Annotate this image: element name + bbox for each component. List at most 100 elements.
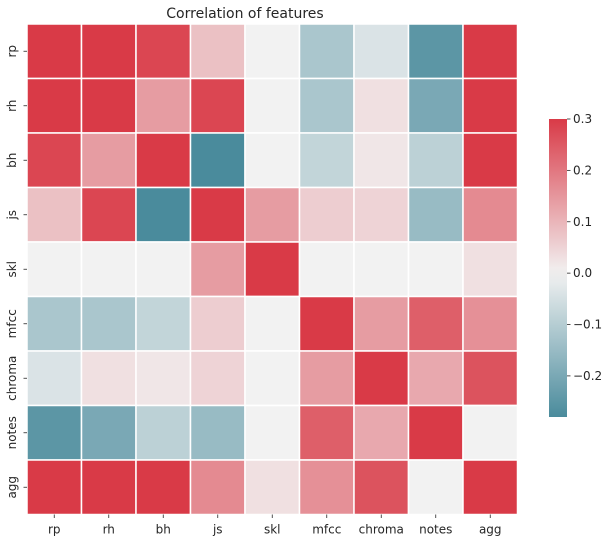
x-tick-label-skl: skl xyxy=(264,523,281,537)
heatmap-cell-notes-bh xyxy=(135,404,192,461)
colorbar-gradient xyxy=(549,119,567,417)
heatmap-cell-agg-rp xyxy=(26,459,83,516)
heatmap-cell-mfcc-js xyxy=(189,295,246,352)
heatmap-cell-notes-rh xyxy=(80,404,137,461)
heatmap-cell-mfcc-chroma xyxy=(353,295,410,352)
heatmap-cell-rp-mfcc xyxy=(298,23,355,80)
heatmap-cell-rp-bh xyxy=(135,23,192,80)
heatmap-cell-skl-rh xyxy=(80,241,137,298)
heatmap-cell-chroma-mfcc xyxy=(298,350,355,407)
x-tick-label-notes: notes xyxy=(419,523,452,537)
heatmap-cell-agg-chroma xyxy=(353,459,410,516)
heatmap-cell-mfcc-notes xyxy=(407,295,464,352)
heatmap-cell-bh-bh xyxy=(135,132,192,189)
heatmap-cell-agg-rh xyxy=(80,459,137,516)
heatmap-cell-bh-agg xyxy=(462,132,519,189)
heatmap-cell-skl-bh xyxy=(135,241,192,298)
heatmap-cells xyxy=(26,23,519,516)
heatmap-cell-chroma-chroma xyxy=(353,350,410,407)
heatmap-cell-bh-skl xyxy=(244,132,301,189)
heatmap-cell-rp-agg xyxy=(462,23,519,80)
y-tick-label-js: js xyxy=(5,210,19,221)
heatmap-cell-rh-rh xyxy=(80,77,137,134)
heatmap-cell-mfcc-bh xyxy=(135,295,192,352)
colorbar-tick-label: 0.1 xyxy=(573,215,592,229)
heatmap-cell-bh-rp xyxy=(26,132,83,189)
y-tick-label-chroma: chroma xyxy=(5,356,19,401)
colorbar-tick-label: −0.2 xyxy=(573,369,602,383)
heatmap-cell-chroma-js xyxy=(189,350,246,407)
colorbar-tick-label: 0.2 xyxy=(573,163,592,177)
heatmap-cell-rp-skl xyxy=(244,23,301,80)
y-axis-ticks: rp rh bh js skl mfcc chroma notes agg xyxy=(5,45,27,499)
heatmap-cell-js-rh xyxy=(80,186,137,243)
heatmap-cell-rp-rp xyxy=(26,23,83,80)
heatmap-cell-rp-notes xyxy=(407,23,464,80)
heatmap-cell-chroma-skl xyxy=(244,350,301,407)
heatmap-cell-notes-js xyxy=(189,404,246,461)
heatmap-cell-skl-notes xyxy=(407,241,464,298)
heatmap-cell-rh-agg xyxy=(462,77,519,134)
heatmap-cell-agg-mfcc xyxy=(298,459,355,516)
heatmap-cell-notes-rp xyxy=(26,404,83,461)
heatmap-cell-skl-mfcc xyxy=(298,241,355,298)
heatmap-cell-notes-mfcc xyxy=(298,404,355,461)
heatmap-cell-mfcc-skl xyxy=(244,295,301,352)
heatmap-cell-chroma-rh xyxy=(80,350,137,407)
heatmap-cell-bh-notes xyxy=(407,132,464,189)
x-tick-label-agg: agg xyxy=(479,523,502,537)
y-tick-label-rp: rp xyxy=(5,45,19,58)
heatmap-cell-js-agg xyxy=(462,186,519,243)
heatmap-cell-rp-chroma xyxy=(353,23,410,80)
heatmap-cell-rh-chroma xyxy=(353,77,410,134)
heatmap-cell-bh-rh xyxy=(80,132,137,189)
x-tick-label-mfcc: mfcc xyxy=(312,523,341,537)
y-tick-label-bh: bh xyxy=(5,153,19,168)
heatmap-cell-skl-skl xyxy=(244,241,301,298)
heatmap-cell-mfcc-rh xyxy=(80,295,137,352)
heatmap-cell-rh-mfcc xyxy=(298,77,355,134)
heatmap-cell-skl-rp xyxy=(26,241,83,298)
heatmap-cell-js-mfcc xyxy=(298,186,355,243)
heatmap-cell-js-notes xyxy=(407,186,464,243)
heatmap-cell-agg-js xyxy=(189,459,246,516)
x-tick-label-chroma: chroma xyxy=(359,523,404,537)
colorbar: 0.3 0.2 0.1 0.0 −0.1 −0.2 xyxy=(549,112,602,417)
heatmap-cell-chroma-rp xyxy=(26,350,83,407)
heatmap-cell-chroma-agg xyxy=(462,350,519,407)
heatmap-cell-rh-rp xyxy=(26,77,83,134)
heatmap-cell-js-js xyxy=(189,186,246,243)
heatmap-cell-notes-chroma xyxy=(353,404,410,461)
x-tick-label-rp: rp xyxy=(48,523,61,537)
heatmap-cell-rh-bh xyxy=(135,77,192,134)
heatmap-cell-rh-skl xyxy=(244,77,301,134)
heatmap-cell-js-chroma xyxy=(353,186,410,243)
x-axis-ticks: rp rh bh js skl mfcc chroma notes agg xyxy=(48,514,502,537)
y-tick-label-rh: rh xyxy=(5,100,19,112)
colorbar-tick-label: 0.0 xyxy=(573,266,592,280)
heatmap-cell-bh-js xyxy=(189,132,246,189)
colorbar-tick-label: 0.3 xyxy=(573,112,592,126)
heatmap-cell-bh-mfcc xyxy=(298,132,355,189)
heatmap-cell-rh-notes xyxy=(407,77,464,134)
heatmap-cell-js-bh xyxy=(135,186,192,243)
heatmap-cell-agg-bh xyxy=(135,459,192,516)
heatmap-cell-mfcc-agg xyxy=(462,295,519,352)
heatmap-cell-rp-js xyxy=(189,23,246,80)
heatmap-cell-mfcc-rp xyxy=(26,295,83,352)
heatmap-cell-agg-notes xyxy=(407,459,464,516)
heatmap-cell-js-skl xyxy=(244,186,301,243)
heatmap-cell-rh-js xyxy=(189,77,246,134)
heatmap-cell-bh-chroma xyxy=(353,132,410,189)
y-tick-label-skl: skl xyxy=(5,261,19,278)
heatmap-cell-skl-chroma xyxy=(353,241,410,298)
heatmap-cell-skl-agg xyxy=(462,241,519,298)
x-tick-label-js: js xyxy=(212,523,223,537)
x-tick-label-rh: rh xyxy=(103,523,115,537)
heatmap-cell-js-rp xyxy=(26,186,83,243)
x-tick-label-bh: bh xyxy=(156,523,171,537)
heatmap-cell-skl-js xyxy=(189,241,246,298)
heatmap-cell-agg-skl xyxy=(244,459,301,516)
